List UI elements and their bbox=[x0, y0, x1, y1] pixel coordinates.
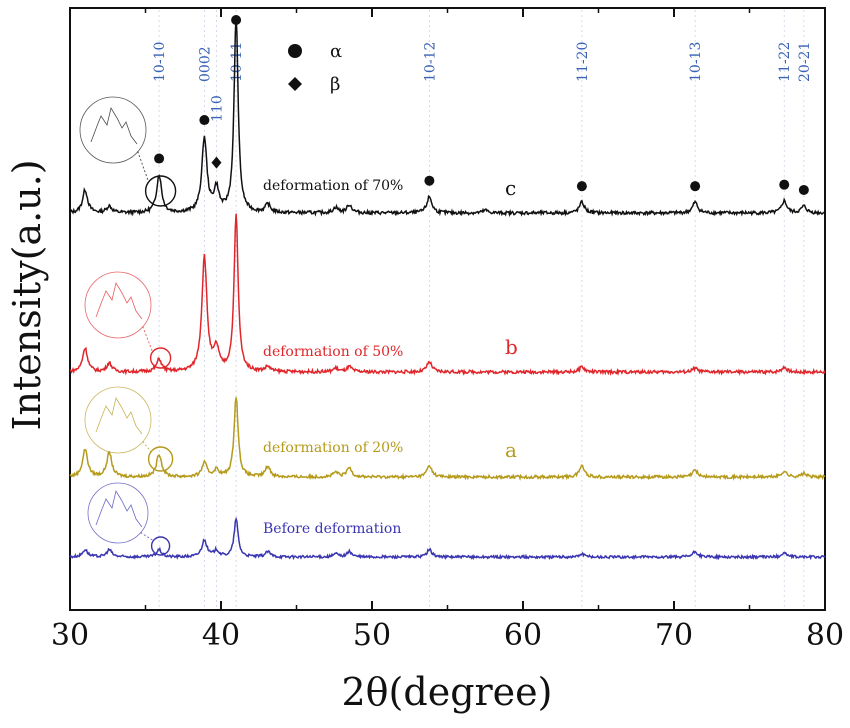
alpha-marker bbox=[154, 153, 165, 164]
alpha-marker bbox=[576, 181, 587, 192]
plane-label: 10-12 bbox=[422, 42, 438, 82]
zoom-inset-circle bbox=[87, 482, 149, 544]
x-axis: 30 40 50 60 70 80 bbox=[51, 8, 844, 653]
series-letter: b bbox=[505, 335, 518, 359]
series-line bbox=[69, 397, 825, 481]
zoom-inset-trace bbox=[95, 396, 143, 435]
plane-label: 10-10 bbox=[152, 42, 168, 82]
x-tick-label: 40 bbox=[202, 618, 240, 653]
series-group: deformation of 50% b bbox=[69, 213, 826, 377]
x-axis-title: 2θ(degree) bbox=[342, 670, 553, 714]
beta-marker bbox=[211, 156, 222, 169]
zoom-connector bbox=[142, 441, 152, 453]
series-group: deformation of 20% a bbox=[69, 386, 825, 481]
series-letter: a bbox=[505, 438, 517, 462]
zoom-inset-circle bbox=[84, 386, 152, 454]
series-line bbox=[69, 516, 826, 561]
alpha-marker bbox=[690, 181, 701, 192]
series-label: deformation of 70% bbox=[263, 178, 403, 194]
zoom-circle bbox=[144, 175, 177, 207]
alpha-marker bbox=[231, 15, 242, 25]
legend-label: α bbox=[330, 41, 342, 62]
zoom-connector bbox=[142, 326, 154, 353]
plane-label: 0002 bbox=[197, 46, 213, 82]
plane-label: 10-13 bbox=[688, 42, 704, 82]
zoom-circle bbox=[149, 347, 172, 369]
zoom-connector bbox=[137, 151, 150, 183]
plane-label: 110 bbox=[209, 95, 225, 122]
plane-label: 20-21 bbox=[797, 42, 813, 82]
series-group: Before deformation bbox=[69, 482, 826, 561]
plot-frame bbox=[69, 7, 826, 611]
x-tick-label: 70 bbox=[655, 618, 693, 653]
zoom-inset-circle bbox=[84, 271, 152, 339]
legend: αβ bbox=[288, 41, 342, 95]
zoom-connector bbox=[140, 532, 154, 542]
zoom-circle bbox=[150, 536, 171, 556]
zoom-inset-trace bbox=[90, 106, 138, 145]
x-tick-label: 30 bbox=[51, 618, 89, 653]
series-line bbox=[69, 16, 826, 218]
series-label: deformation of 50% bbox=[263, 344, 403, 360]
x-tick-label: 50 bbox=[353, 618, 391, 653]
legend-beta-marker bbox=[288, 77, 302, 91]
zoom-inset-circle bbox=[79, 96, 147, 164]
alpha-marker bbox=[779, 179, 790, 190]
x-tick-label: 80 bbox=[806, 618, 844, 653]
zoom-circle bbox=[147, 446, 174, 472]
alpha-marker bbox=[798, 184, 809, 195]
alpha-marker bbox=[424, 175, 435, 186]
phase-marker-layer bbox=[154, 15, 809, 195]
plane-label: 11-20 bbox=[575, 42, 591, 82]
plot-area bbox=[69, 7, 826, 611]
legend-alpha-marker bbox=[288, 44, 302, 58]
zoom-inset-trace bbox=[95, 489, 143, 528]
y-axis-title: Intensity(a.u.) bbox=[5, 159, 49, 430]
zoom-inset-trace bbox=[95, 281, 143, 320]
series-line bbox=[69, 213, 826, 377]
series-label: Before deformation bbox=[263, 521, 401, 537]
series-letter: c bbox=[505, 176, 516, 200]
legend-label: β bbox=[330, 74, 340, 95]
x-tick-label: 60 bbox=[504, 618, 542, 653]
series-label: deformation of 20% bbox=[263, 440, 403, 456]
plane-label: 11-22 bbox=[777, 42, 793, 82]
series-group: deformation of 70% c bbox=[69, 16, 826, 218]
alpha-marker bbox=[199, 115, 210, 126]
